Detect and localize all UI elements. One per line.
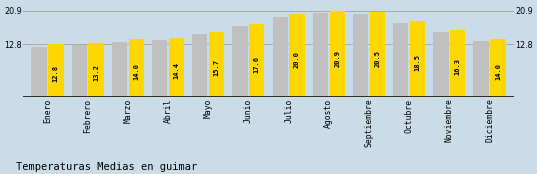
Text: 14.0: 14.0: [133, 63, 139, 80]
Bar: [313, 13, 328, 97]
Text: 20.5: 20.5: [374, 50, 380, 68]
Bar: [192, 34, 207, 97]
Text: 13.2: 13.2: [93, 64, 99, 81]
Bar: [474, 41, 489, 97]
Text: 17.6: 17.6: [254, 56, 260, 73]
Bar: [233, 26, 248, 97]
Bar: [169, 38, 184, 97]
Bar: [370, 12, 385, 97]
Text: 14.4: 14.4: [173, 62, 179, 79]
Bar: [330, 11, 345, 97]
Bar: [129, 39, 144, 97]
Text: 12.8: 12.8: [53, 65, 59, 82]
Bar: [249, 24, 265, 97]
Text: 14.0: 14.0: [495, 63, 501, 80]
Bar: [289, 14, 304, 97]
Bar: [48, 44, 63, 97]
Text: 16.3: 16.3: [455, 58, 461, 75]
Bar: [433, 32, 448, 97]
Bar: [112, 42, 127, 97]
Text: 15.7: 15.7: [214, 59, 220, 76]
Bar: [209, 32, 224, 97]
Text: 20.9: 20.9: [334, 50, 340, 67]
Bar: [450, 30, 466, 97]
Bar: [152, 40, 167, 97]
Bar: [71, 45, 87, 97]
Bar: [89, 43, 104, 97]
Text: 18.5: 18.5: [415, 54, 420, 71]
Text: Temperaturas Medias en guimar: Temperaturas Medias en guimar: [16, 162, 198, 172]
Bar: [410, 21, 425, 97]
Bar: [272, 17, 288, 97]
Bar: [490, 39, 506, 97]
Text: 20.0: 20.0: [294, 51, 300, 68]
Bar: [393, 23, 408, 97]
Bar: [353, 14, 368, 97]
Bar: [31, 47, 47, 97]
